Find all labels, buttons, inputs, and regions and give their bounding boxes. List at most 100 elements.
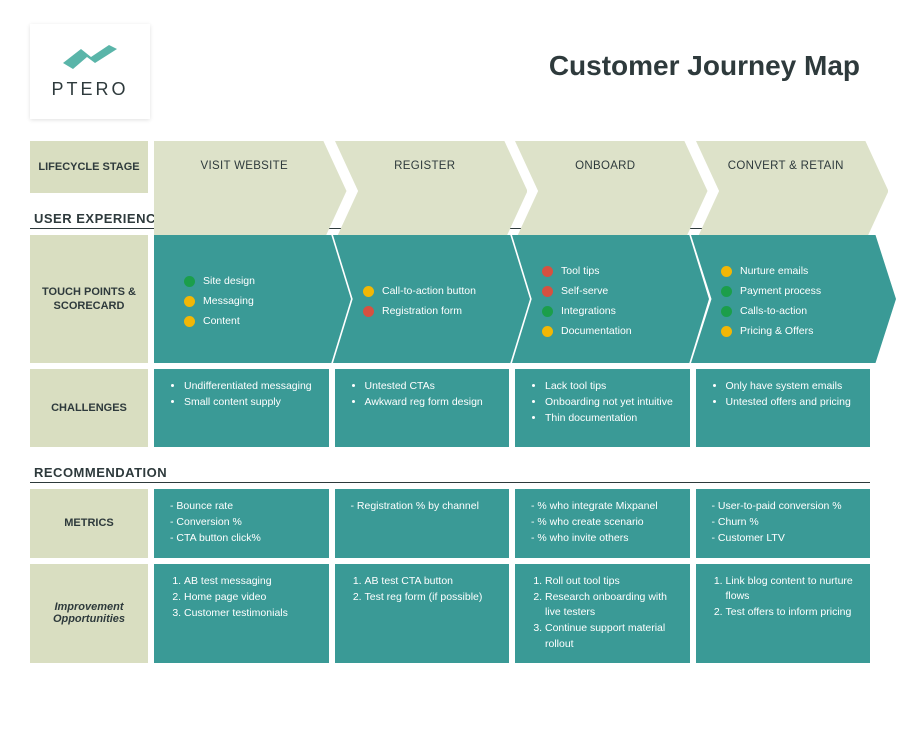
improv-cell: AB test CTA buttonTest reg form (if poss…: [335, 564, 510, 663]
touchpoint-text: Pricing & Offers: [740, 325, 813, 337]
grid: LIFECYCLE STAGE VISIT WEBSITE REGISTER O…: [30, 141, 870, 663]
touchpoint-item: Integrations: [542, 305, 677, 317]
touchpoints-label: TOUCH POINTS & SCORECARD: [30, 235, 148, 363]
touchpoint-item: Self-serve: [542, 285, 677, 297]
touchpoint-cell: Site design Messaging Content: [154, 235, 333, 363]
touchpoint-item: Tool tips: [542, 265, 677, 277]
list-item: Roll out tool tips: [545, 574, 678, 589]
touchpoint-text: Calls-to-action: [740, 305, 807, 317]
touchpoint-text: Payment process: [740, 285, 821, 297]
touchpoint-cell: Nurture emails Payment process Calls-to-ac…: [691, 235, 870, 363]
status-dot-icon: [721, 266, 732, 277]
list-item: AB test messaging: [184, 574, 317, 589]
challenges-label: CHALLENGES: [30, 369, 148, 447]
touchpoint-text: Integrations: [561, 305, 616, 317]
list-item: % who integrate Mixpanel: [531, 499, 678, 514]
touchpoint-text: Documentation: [561, 325, 632, 337]
touchpoint-item: Calls-to-action: [721, 305, 856, 317]
status-dot-icon: [363, 286, 374, 297]
list-item: Only have system emails: [726, 379, 859, 394]
list-item: % who create scenario: [531, 515, 678, 530]
list-item: % who invite others: [531, 531, 678, 546]
challenges-cell: Lack tool tipsOnboarding not yet intuiti…: [515, 369, 690, 447]
touchpoint-item: Messaging: [184, 295, 319, 307]
status-dot-icon: [542, 286, 553, 297]
touchpoint-text: Site design: [203, 275, 255, 287]
list-item: Test offers to inform pricing: [726, 605, 859, 620]
list-item: Untested CTAs: [365, 379, 498, 394]
logo: PTERO: [30, 24, 150, 119]
list-item: Registration % by channel: [351, 499, 498, 514]
challenges-cell: Only have system emailsUntested offers a…: [696, 369, 871, 447]
metrics-cell: Registration % by channel: [335, 489, 510, 558]
header: PTERO Customer Journey Map: [30, 24, 870, 119]
touchpoint-item: Call-to-action button: [363, 285, 498, 297]
list-item: Customer testimonials: [184, 606, 317, 621]
touchpoint-text: Registration form: [382, 305, 462, 317]
touchpoint-item: Pricing & Offers: [721, 325, 856, 337]
list-item: Untested offers and pricing: [726, 395, 859, 410]
list-item: User-to-paid conversion %: [712, 499, 859, 514]
touchpoint-cell: Call-to-action button Registration form: [333, 235, 512, 363]
touchpoint-text: Self-serve: [561, 285, 608, 297]
list-item: Undifferentiated messaging: [184, 379, 317, 394]
status-dot-icon: [184, 316, 195, 327]
logo-mark-icon: [61, 43, 119, 73]
logo-text: PTERO: [51, 79, 128, 100]
journey-map: PTERO Customer Journey Map LIFECYCLE STA…: [0, 0, 900, 683]
list-item: AB test CTA button: [365, 574, 498, 589]
stage-visit: VISIT WEBSITE: [154, 141, 329, 193]
challenges-cell: Untested CTAsAwkward reg form design: [335, 369, 510, 447]
touchpoint-text: Call-to-action button: [382, 285, 476, 297]
stage-label: VISIT WEBSITE: [154, 141, 329, 193]
stage-register: REGISTER: [335, 141, 510, 193]
challenges-cell: Undifferentiated messagingSmall content …: [154, 369, 329, 447]
status-dot-icon: [184, 276, 195, 287]
status-dot-icon: [721, 326, 732, 337]
status-dot-icon: [542, 326, 553, 337]
list-item: CTA button click%: [170, 531, 317, 546]
stage-onboard: ONBOARD: [515, 141, 690, 193]
metrics-cell: User-to-paid conversion %Churn %Customer…: [696, 489, 871, 558]
section-recommendation: RECOMMENDATION: [30, 459, 870, 483]
list-item: Awkward reg form design: [365, 395, 498, 410]
touchpoint-text: Nurture emails: [740, 265, 808, 277]
list-item: Conversion %: [170, 515, 317, 530]
status-dot-icon: [542, 306, 553, 317]
list-item: Link blog content to nurture flows: [726, 574, 859, 604]
touchpoint-item: Content: [184, 315, 319, 327]
list-item: Onboarding not yet intuitive: [545, 395, 678, 410]
list-item: Continue support material rollout: [545, 621, 678, 651]
touchpoints-row: Site design Messaging Content Call-to-actio…: [154, 235, 870, 363]
touchpoint-item: Site design: [184, 275, 319, 287]
improv-cell: Link blog content to nurture flowsTest o…: [696, 564, 871, 663]
page-title: Customer Journey Map: [549, 50, 860, 82]
touchpoint-text: Messaging: [203, 295, 254, 307]
improv-cell: AB test messagingHome page videoCustomer…: [154, 564, 329, 663]
list-item: Research onboarding with live testers: [545, 590, 678, 620]
stage-convert: CONVERT & RETAIN: [696, 141, 871, 193]
list-item: Home page video: [184, 590, 317, 605]
list-item: Lack tool tips: [545, 379, 678, 394]
list-item: Bounce rate: [170, 499, 317, 514]
metrics-cell: Bounce rateConversion %CTA button click%: [154, 489, 329, 558]
touchpoint-item: Registration form: [363, 305, 498, 317]
metrics-cell: % who integrate Mixpanel% who create sce…: [515, 489, 690, 558]
touchpoint-item: Payment process: [721, 285, 856, 297]
lifecycle-label: LIFECYCLE STAGE: [30, 141, 148, 193]
list-item: Test reg form (if possible): [365, 590, 498, 605]
improv-cell: Roll out tool tipsResearch onboarding wi…: [515, 564, 690, 663]
metrics-label: METRICS: [30, 489, 148, 558]
stage-label: CONVERT & RETAIN: [696, 141, 871, 193]
stage-label: ONBOARD: [515, 141, 690, 193]
list-item: Small content supply: [184, 395, 317, 410]
list-item: Churn %: [712, 515, 859, 530]
touchpoint-cell: Tool tips Self-serve Integrations Documenta…: [512, 235, 691, 363]
touchpoint-item: Nurture emails: [721, 265, 856, 277]
touchpoint-item: Documentation: [542, 325, 677, 337]
list-item: Thin documentation: [545, 411, 678, 426]
touchpoint-text: Tool tips: [561, 265, 600, 277]
status-dot-icon: [184, 296, 195, 307]
stage-label: REGISTER: [335, 141, 510, 193]
touchpoint-text: Content: [203, 315, 240, 327]
